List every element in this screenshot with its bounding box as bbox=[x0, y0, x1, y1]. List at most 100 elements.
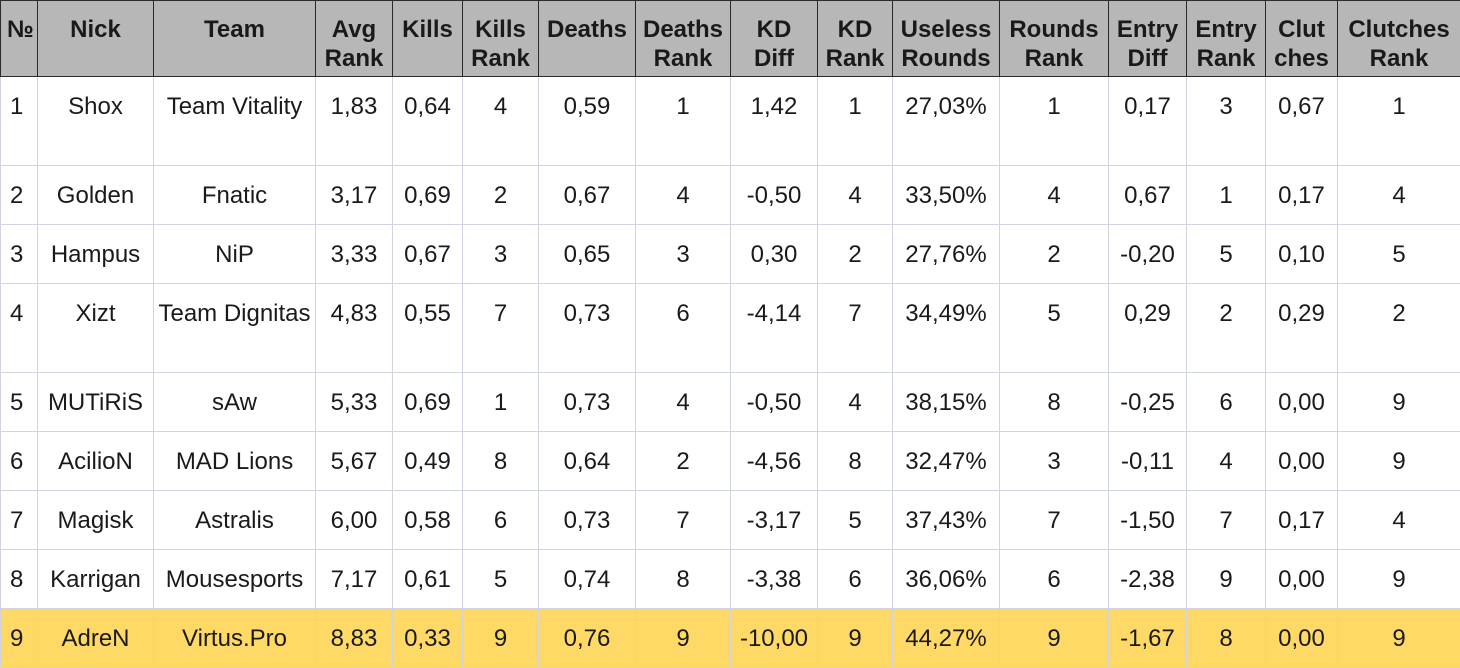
column-header-label: Team bbox=[204, 16, 265, 43]
cell-deaths: 0,73 bbox=[539, 284, 636, 373]
cell-rounds-rank: 9 bbox=[1000, 609, 1109, 668]
cell-kd-rank: 8 bbox=[818, 432, 893, 491]
cell-deaths-rank: 3 bbox=[636, 225, 731, 284]
cell-nick: Shox bbox=[38, 77, 154, 166]
column-header-label: Rounds bbox=[1009, 16, 1098, 43]
cell-rank-number: 1 bbox=[1, 77, 38, 166]
cell-nick: Magisk bbox=[38, 491, 154, 550]
column-header-label: Kills bbox=[475, 16, 526, 43]
cell-deaths-rank: 7 bbox=[636, 491, 731, 550]
column-header-deaths: Deaths bbox=[539, 1, 636, 77]
cell-rank-number: 4 bbox=[1, 284, 38, 373]
cell-deaths: 0,64 bbox=[539, 432, 636, 491]
cell-entry-diff: -2,38 bbox=[1109, 550, 1187, 609]
cell-entry-diff: -1,67 bbox=[1109, 609, 1187, 668]
cell-rank-number: 9 bbox=[1, 609, 38, 668]
column-header-label: Rank bbox=[654, 45, 713, 72]
cell-team: Mousesports bbox=[154, 550, 316, 609]
cell-nick: Golden bbox=[38, 166, 154, 225]
cell-useless-rounds: 27,03% bbox=[893, 77, 1000, 166]
cell-entry-rank: 9 bbox=[1187, 550, 1266, 609]
column-header-label: ches bbox=[1274, 45, 1329, 72]
cell-useless-rounds: 37,43% bbox=[893, 491, 1000, 550]
cell-kd-diff: 1,42 bbox=[731, 77, 818, 166]
cell-avg-rank: 6,00 bbox=[316, 491, 393, 550]
cell-deaths: 0,67 bbox=[539, 166, 636, 225]
cell-clutches: 0,29 bbox=[1266, 284, 1338, 373]
cell-clutches: 0,17 bbox=[1266, 491, 1338, 550]
cell-avg-rank: 5,33 bbox=[316, 373, 393, 432]
cell-entry-diff: -0,25 bbox=[1109, 373, 1187, 432]
column-header-label: KD bbox=[757, 16, 792, 43]
cell-nick: AdreN bbox=[38, 609, 154, 668]
column-header-label: Rank bbox=[325, 45, 384, 72]
cell-rank-number: 2 bbox=[1, 166, 38, 225]
cell-clutches-rank: 9 bbox=[1338, 373, 1460, 432]
cell-rounds-rank: 2 bbox=[1000, 225, 1109, 284]
cell-kd-rank: 2 bbox=[818, 225, 893, 284]
cell-entry-diff: 0,29 bbox=[1109, 284, 1187, 373]
cell-clutches: 0,00 bbox=[1266, 432, 1338, 491]
cell-team: Team Vitality bbox=[154, 77, 316, 166]
cell-entry-rank: 6 bbox=[1187, 373, 1266, 432]
cell-kd-rank: 5 bbox=[818, 491, 893, 550]
cell-kills: 0,61 bbox=[393, 550, 463, 609]
cell-clutches: 0,10 bbox=[1266, 225, 1338, 284]
cell-nick: MUTiRiS bbox=[38, 373, 154, 432]
cell-useless-rounds: 32,47% bbox=[893, 432, 1000, 491]
cell-avg-rank: 1,83 bbox=[316, 77, 393, 166]
cell-deaths: 0,59 bbox=[539, 77, 636, 166]
column-header-label: Rank bbox=[1370, 45, 1429, 72]
cell-useless-rounds: 44,27% bbox=[893, 609, 1000, 668]
cell-entry-rank: 1 bbox=[1187, 166, 1266, 225]
cell-kd-diff: -4,14 bbox=[731, 284, 818, 373]
cell-deaths-rank: 1 bbox=[636, 77, 731, 166]
cell-rounds-rank: 8 bbox=[1000, 373, 1109, 432]
cell-kd-diff: -0,50 bbox=[731, 166, 818, 225]
cell-deaths: 0,74 bbox=[539, 550, 636, 609]
cell-kd-diff: -0,50 bbox=[731, 373, 818, 432]
column-header-label: Rank bbox=[826, 45, 885, 72]
column-header-label: Kills bbox=[402, 16, 453, 43]
cell-deaths-rank: 4 bbox=[636, 373, 731, 432]
cell-kd-rank: 6 bbox=[818, 550, 893, 609]
column-header-label: Deaths bbox=[643, 16, 723, 43]
cell-kd-diff: -3,17 bbox=[731, 491, 818, 550]
cell-deaths-rank: 2 bbox=[636, 432, 731, 491]
cell-useless-rounds: 34,49% bbox=[893, 284, 1000, 373]
cell-rounds-rank: 4 bbox=[1000, 166, 1109, 225]
cell-useless-rounds: 36,06% bbox=[893, 550, 1000, 609]
column-header-label: KD bbox=[838, 16, 873, 43]
cell-kills-rank: 7 bbox=[463, 284, 539, 373]
cell-rank-number: 8 bbox=[1, 550, 38, 609]
column-header-label: Clut bbox=[1278, 16, 1325, 43]
cell-avg-rank: 3,17 bbox=[316, 166, 393, 225]
column-header-rank-number: № bbox=[1, 1, 38, 77]
cell-team: sAw bbox=[154, 373, 316, 432]
cell-kd-rank: 4 bbox=[818, 166, 893, 225]
cell-nick: Karrigan bbox=[38, 550, 154, 609]
cell-kills: 0,69 bbox=[393, 373, 463, 432]
cell-rounds-rank: 5 bbox=[1000, 284, 1109, 373]
cell-entry-rank: 4 bbox=[1187, 432, 1266, 491]
cell-clutches-rank: 2 bbox=[1338, 284, 1460, 373]
cell-team: Team Dignitas bbox=[154, 284, 316, 373]
cell-rounds-rank: 7 bbox=[1000, 491, 1109, 550]
cell-kills-rank: 4 bbox=[463, 77, 539, 166]
cell-kills: 0,33 bbox=[393, 609, 463, 668]
cell-kills-rank: 8 bbox=[463, 432, 539, 491]
cell-entry-diff: 0,17 bbox=[1109, 77, 1187, 166]
cell-kills-rank: 6 bbox=[463, 491, 539, 550]
cell-rank-number: 7 bbox=[1, 491, 38, 550]
cell-rank-number: 3 bbox=[1, 225, 38, 284]
